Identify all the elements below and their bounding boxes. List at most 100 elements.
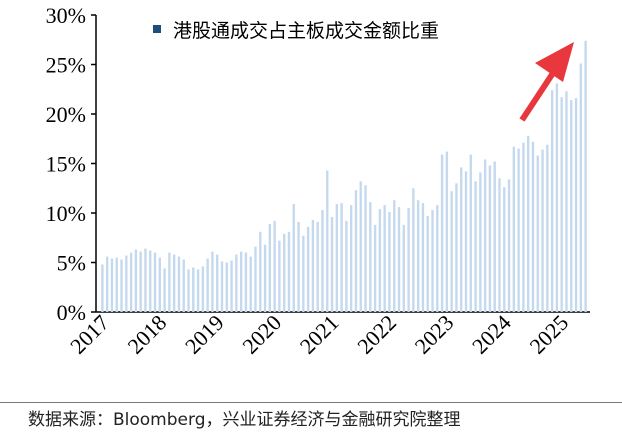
bar (436, 205, 439, 312)
x-tick-label: 2020 (237, 310, 286, 359)
bar (493, 161, 496, 312)
bar (546, 144, 549, 312)
x-tick-label: 2025 (524, 310, 573, 359)
bar (555, 83, 559, 312)
bar (149, 250, 152, 312)
x-ticks: 2017 2018 2019 2020 2021 2022 2023 2024 2025 (65, 310, 573, 359)
bar (522, 142, 525, 312)
bar (297, 221, 300, 312)
bar (536, 155, 539, 312)
bar (158, 257, 161, 312)
bar (574, 98, 578, 312)
bar (254, 246, 257, 312)
bar (402, 224, 405, 312)
bar (364, 185, 367, 312)
bar (488, 165, 492, 312)
bar (560, 97, 563, 312)
bar (550, 90, 554, 313)
bar (584, 40, 587, 313)
bar (268, 223, 272, 312)
bar (412, 188, 415, 312)
bar (115, 257, 118, 312)
bar (474, 181, 477, 312)
bar (455, 183, 458, 312)
bar (479, 172, 482, 312)
bar (235, 254, 238, 312)
bar (407, 208, 410, 312)
bar (440, 154, 444, 312)
bar (498, 178, 501, 312)
bar (469, 154, 472, 312)
bar (311, 219, 315, 312)
bar (105, 256, 109, 312)
legend-label: 港股通成交占主板成交金额比重 (173, 20, 439, 42)
bar (517, 148, 520, 312)
bar (340, 203, 343, 312)
x-tick-label: 2019 (180, 310, 229, 359)
bar (302, 235, 305, 312)
bar (388, 212, 391, 312)
bar (426, 215, 429, 312)
bar (541, 149, 544, 312)
bar (263, 244, 267, 312)
x-tick-label: 2024 (467, 310, 516, 359)
bar (349, 205, 353, 312)
bar (359, 181, 362, 312)
y-tick-label: 20% (46, 102, 86, 127)
bar (196, 269, 200, 312)
bar (345, 220, 348, 312)
y-tick-label: 15% (46, 152, 86, 177)
bar (249, 256, 252, 312)
bar (110, 258, 114, 312)
bar (316, 221, 319, 312)
bar (421, 203, 425, 312)
bar (259, 231, 262, 312)
bar (225, 262, 228, 312)
bar (120, 259, 123, 312)
y-tick-label: 5% (57, 251, 86, 276)
bar (172, 254, 176, 312)
bar (220, 261, 224, 312)
bar (335, 204, 339, 312)
bar (192, 267, 195, 312)
bar (354, 190, 358, 312)
bar (570, 100, 573, 312)
bar (182, 259, 185, 312)
bar (206, 258, 209, 312)
source-note: 数据来源：Bloomberg，兴业证券经济与金融研究院整理 (0, 402, 622, 436)
bar (129, 252, 133, 312)
bar (125, 255, 128, 312)
bars (101, 40, 587, 313)
bar (565, 91, 568, 312)
bar (134, 249, 138, 312)
bar (326, 170, 329, 312)
y-tick-label: 30% (46, 3, 86, 28)
trend-arrow (519, 42, 574, 122)
bar (445, 151, 449, 312)
bar (239, 251, 243, 312)
legend-swatch (153, 25, 161, 33)
bar (531, 141, 535, 312)
bar (201, 266, 205, 312)
bar (383, 205, 386, 312)
bar (216, 254, 219, 312)
x-tick-label: 2021 (295, 310, 344, 359)
bar (431, 210, 434, 312)
y-tick-label: 0% (57, 300, 86, 325)
bar (512, 146, 516, 312)
bar (483, 159, 487, 312)
bar (373, 224, 377, 312)
y-tick-label: 25% (46, 53, 86, 78)
bar (460, 167, 463, 312)
bar (177, 256, 181, 312)
bar (292, 204, 295, 312)
y-ticks: 0% 5% 10% 15% 20% 25% 30% (46, 3, 96, 325)
bar (287, 231, 291, 312)
bar (321, 210, 324, 312)
bar (397, 207, 401, 312)
bar (211, 251, 214, 312)
bar (168, 252, 171, 312)
bar (139, 251, 142, 312)
arrow-shaft (519, 71, 556, 122)
